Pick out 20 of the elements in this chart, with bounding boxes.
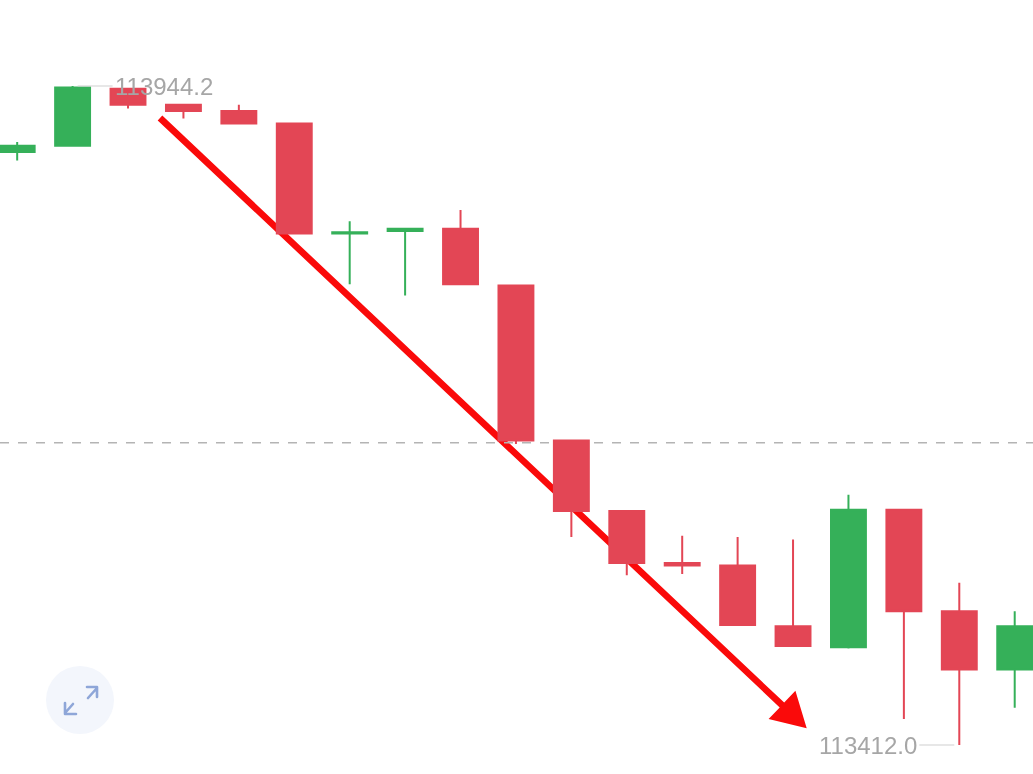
candlestick	[54, 85, 92, 147]
candlestick	[442, 209, 479, 286]
candlestick	[663, 534, 701, 576]
candlestick	[885, 508, 923, 720]
candlestick	[331, 220, 369, 286]
candlestick	[996, 610, 1033, 709]
annotation: 113412.0	[819, 732, 918, 759]
candlestick	[719, 535, 757, 626]
candlestick	[552, 439, 590, 538]
candlestick	[386, 227, 424, 297]
annotation: 113944.2	[115, 73, 214, 100]
candlestick	[275, 122, 313, 235]
candlestick	[774, 538, 812, 647]
candlestick	[830, 493, 867, 650]
candlestick	[0, 140, 36, 162]
candlestick	[608, 509, 646, 577]
candlestick	[497, 284, 535, 446]
candlestick	[220, 103, 258, 125]
candlestick	[164, 103, 202, 120]
candlestick	[940, 581, 978, 746]
